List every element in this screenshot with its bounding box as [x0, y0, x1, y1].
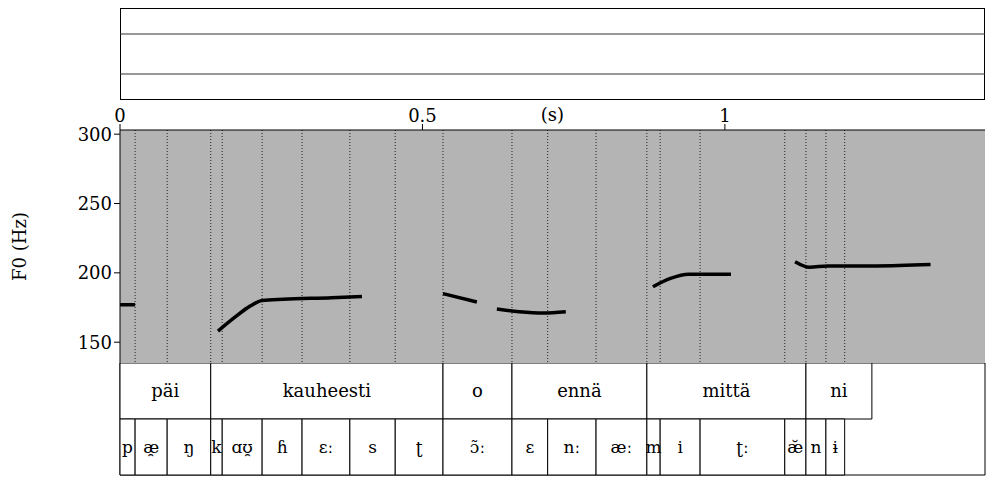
- svg-text:i: i: [677, 437, 683, 457]
- svg-text:nː: nː: [564, 437, 581, 457]
- svg-text:150: 150: [78, 332, 112, 353]
- svg-text:ennä: ennä: [557, 380, 602, 401]
- svg-text:kauheesti: kauheesti: [283, 380, 372, 401]
- svg-text:ni: ni: [830, 380, 848, 401]
- svg-text:ɛ: ɛ: [525, 437, 534, 457]
- svg-text:0.5: 0.5: [408, 105, 437, 126]
- svg-text:(s): (s): [541, 104, 564, 125]
- svg-text:päi: päi: [151, 380, 179, 401]
- svg-text:ɨ: ɨ: [833, 437, 839, 457]
- svg-text:1: 1: [719, 105, 730, 126]
- svg-text:ŋ: ŋ: [183, 437, 194, 457]
- svg-text:ɦ: ɦ: [277, 437, 288, 457]
- svg-text:n: n: [810, 437, 821, 457]
- svg-text:300: 300: [78, 124, 112, 145]
- svg-text:200: 200: [78, 262, 112, 283]
- svg-text:ɑʊ̯: ɑʊ̯: [231, 437, 252, 457]
- svg-text:s: s: [368, 437, 377, 457]
- svg-text:æ̆: æ̆: [787, 437, 803, 457]
- svg-text:k: k: [211, 437, 222, 457]
- svg-text:mittä: mittä: [702, 380, 750, 401]
- svg-text:0: 0: [114, 105, 125, 126]
- svg-text:m: m: [645, 437, 661, 457]
- svg-text:ʈ: ʈ: [416, 437, 423, 457]
- svg-text:ɔ̃ː: ɔ̃ː: [470, 437, 485, 457]
- svg-text:ɛː: ɛː: [319, 437, 334, 457]
- svg-text:250: 250: [78, 193, 112, 214]
- svg-text:ʈː: ʈː: [736, 437, 749, 457]
- svg-text:F0 (Hz): F0 (Hz): [9, 212, 30, 281]
- svg-text:æ̯: æ̯: [143, 437, 159, 457]
- svg-text:o: o: [472, 380, 483, 401]
- svg-text:æː: æː: [611, 437, 633, 457]
- svg-text:p: p: [122, 437, 133, 457]
